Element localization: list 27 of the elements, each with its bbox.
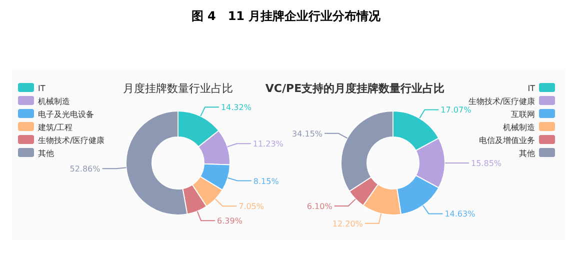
legend-label: IT: [528, 84, 536, 93]
legend-label: 互联网: [511, 110, 535, 119]
data-label: 12.20%: [332, 219, 364, 228]
legend-label: 电信及增值业务: [479, 136, 535, 145]
caption: 图 4 11 月挂牌企业行业分布情况: [191, 9, 382, 23]
legend-label: 生物技术/医疗健康: [468, 97, 535, 106]
legend-label: 机械制造: [503, 123, 535, 132]
data-label: 7.05%: [238, 202, 264, 212]
chart-title: 月度挂牌数量行业占比: [123, 82, 233, 95]
data-label: 14.63%: [444, 210, 476, 219]
data-label: 17.07%: [440, 106, 472, 115]
data-label: 52.86%: [70, 164, 101, 174]
data-label: 14.32%: [220, 103, 252, 112]
legend-label: IT: [38, 84, 46, 93]
legend-label: 其他: [519, 149, 535, 158]
data-label: 11.23%: [252, 140, 284, 149]
data-label: 15.85%: [471, 158, 502, 168]
chart-title: VC/PE支持的月度挂牌数量行业占比: [265, 82, 445, 95]
legend-label: 生物技术/医疗健康: [38, 136, 105, 145]
data-label: 8.15%: [253, 176, 280, 186]
legend-label: 建筑/工程: [37, 123, 73, 132]
legend-label: 电子及光电设备: [38, 110, 94, 119]
legend-label: 其他: [38, 149, 54, 158]
legend-label: 机械制造: [38, 97, 70, 106]
data-label: 6.39%: [217, 216, 243, 226]
data-label: 34.15%: [292, 129, 323, 138]
data-label: 6.10%: [306, 202, 333, 212]
